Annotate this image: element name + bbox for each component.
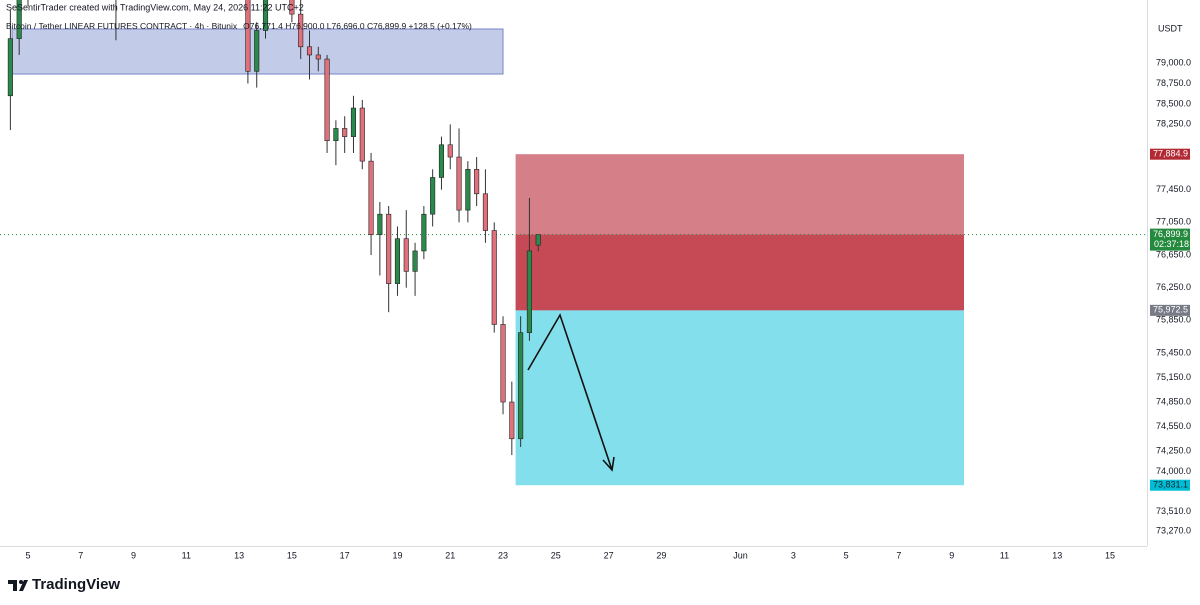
x-tick-label: 13 [234, 550, 244, 560]
symbol-info: Bitcoin / Tether LINEAR FUTURES CONTRACT… [6, 21, 472, 31]
price-marker-box [1150, 148, 1190, 160]
candle-body [306, 46, 313, 56]
y-tick-label: 79,000.0 [1156, 58, 1191, 68]
candle-body [359, 107, 365, 162]
target-zone [515, 310, 964, 486]
ohlc-legend: O76,771.4 H76,900.0 L76,696.0 C76,899.9 … [243, 21, 472, 31]
y-tick-label: 73,270.0 [1156, 525, 1191, 535]
brand-name: TradingView [32, 576, 120, 593]
candle-body [474, 168, 480, 195]
candle-body [491, 230, 497, 325]
candle-body [421, 213, 427, 252]
header-title: SeSentirTrader created with TradingView.… [6, 2, 304, 12]
logo-icon [8, 580, 28, 591]
x-tick-label: 29 [656, 550, 666, 560]
y-axis-label: USDT [1158, 23, 1183, 33]
loss-zone [515, 234, 964, 311]
x-tick-label: 11 [1000, 550, 1009, 560]
candle-body [456, 156, 462, 211]
candle-body [535, 234, 541, 246]
candle-body [7, 38, 13, 97]
price-marker-box [1150, 228, 1190, 251]
candle-body [377, 213, 383, 235]
y-tick-label: 77,450.0 [1156, 184, 1191, 194]
logo-dot [19, 580, 23, 584]
x-tick-label: 19 [392, 550, 402, 560]
candle-body [386, 213, 392, 284]
candle-body [438, 144, 445, 178]
x-tick-label: 17 [340, 550, 350, 560]
y-tick-label: 75,450.0 [1156, 347, 1191, 357]
x-tick-label: 25 [551, 550, 561, 560]
candle-body [526, 250, 532, 333]
candle-body [16, 0, 22, 39]
plot-area [0, 0, 1147, 486]
y-tick-label: 78,750.0 [1156, 78, 1191, 88]
drawings [527, 313, 615, 472]
arrow-drawing [527, 313, 613, 471]
x-tick-label: 23 [498, 550, 508, 560]
x-tick-label: 9 [949, 550, 954, 560]
candle-body [403, 238, 409, 272]
price-marker-label: 73,831.1 [1153, 480, 1188, 490]
x-tick-label: 5 [844, 550, 849, 560]
x-tick-label: 15 [1105, 550, 1115, 560]
countdown-label: 02:37:18 [1154, 239, 1189, 249]
x-tick-label: Jun [733, 550, 748, 560]
y-tick-label: 77,050.0 [1156, 217, 1191, 227]
price-marker-box [1150, 479, 1190, 491]
x-tick-label: 7 [896, 550, 901, 560]
candle-body [509, 401, 515, 440]
symbol-name: Bitcoin / Tether LINEAR FUTURES CONTRACT… [6, 21, 238, 31]
price-marker-label: 77,884.9 [1153, 149, 1188, 159]
candle-body [518, 332, 524, 440]
candle-body [368, 160, 374, 235]
x-tick-label: 3 [791, 550, 796, 560]
y-tick-label: 75,150.0 [1156, 372, 1191, 382]
price-marker-box [1150, 304, 1190, 316]
price-marker-label: 76,899.9 [1153, 229, 1188, 239]
x-tick-label: 5 [25, 550, 30, 560]
x-tick-label: 15 [287, 550, 297, 560]
candle-body [430, 177, 436, 215]
y-tick-label: 75,850.0 [1156, 315, 1191, 325]
candle-body [315, 54, 321, 60]
candle-body [298, 13, 304, 48]
candle-body [245, 0, 251, 72]
brand-logo: TradingView [8, 576, 120, 593]
arrow-head [602, 456, 615, 472]
candle-body [262, 0, 269, 31]
candle-body [350, 107, 357, 137]
candle-body [412, 250, 418, 272]
y-tick-label: 74,850.0 [1156, 396, 1191, 406]
x-tick-label: 9 [131, 550, 136, 560]
candle-body [342, 128, 348, 137]
x-tick-label: 21 [445, 550, 455, 560]
y-tick-label: 76,250.0 [1156, 282, 1191, 292]
candle-body [465, 168, 471, 211]
x-tick-label: 11 [182, 550, 191, 560]
candle-body [289, 0, 295, 15]
candle-body [254, 30, 260, 72]
x-tick-label: 7 [78, 550, 83, 560]
candle-body [500, 324, 506, 403]
y-tick-label: 78,250.0 [1156, 119, 1191, 129]
candle-body [447, 144, 453, 158]
y-tick-label: 74,550.0 [1156, 421, 1191, 431]
x-tick-label: 27 [604, 550, 614, 560]
candle-body [333, 128, 339, 142]
candle-body [394, 238, 401, 284]
y-tick-label: 76,650.0 [1156, 249, 1191, 259]
x-tick-label: 13 [1052, 550, 1062, 560]
y-tick-label: 78,500.0 [1156, 98, 1191, 108]
y-tick-label: 73,510.0 [1156, 506, 1191, 516]
price-marker-label: 75,972.5 [1153, 305, 1188, 315]
candle-body [324, 58, 330, 142]
y-tick-label: 74,000.0 [1156, 466, 1191, 476]
y-tick-label: 74,250.0 [1156, 445, 1191, 455]
candle-body [482, 193, 488, 231]
